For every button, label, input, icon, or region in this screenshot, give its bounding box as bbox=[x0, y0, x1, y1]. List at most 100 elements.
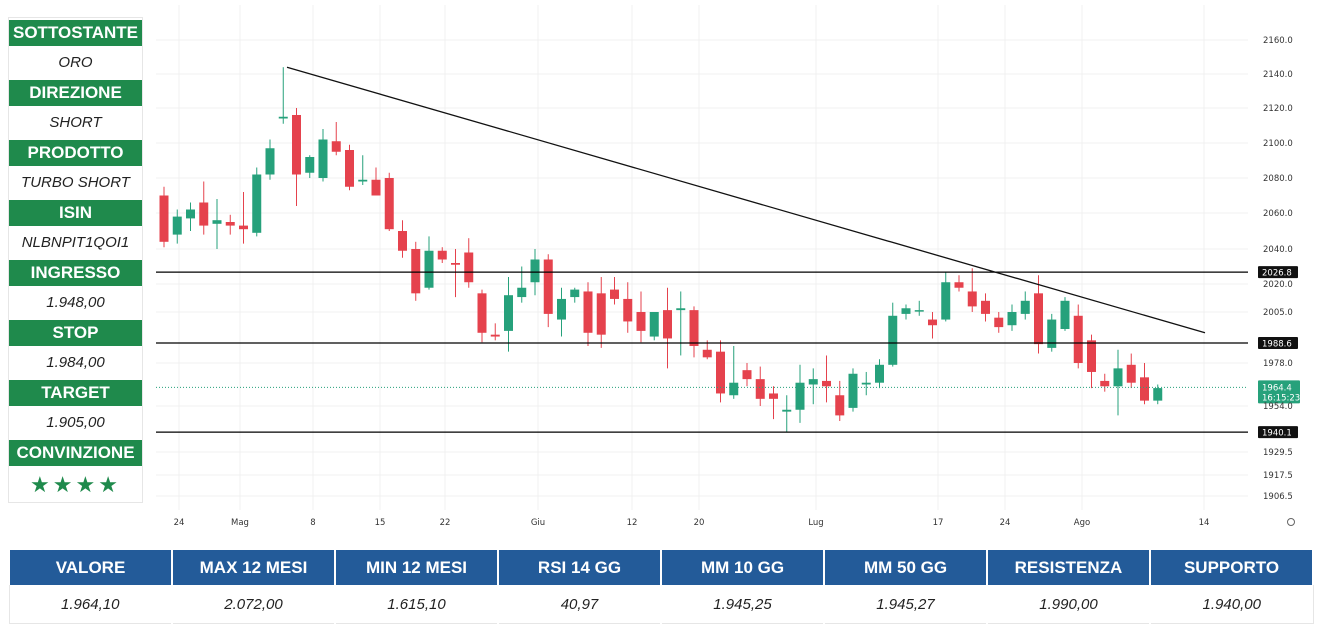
candle-body bbox=[345, 150, 354, 187]
candle-body bbox=[981, 300, 990, 314]
conviction-stars: ★★★★ bbox=[30, 472, 121, 497]
candle-body bbox=[199, 202, 209, 226]
stats-header-cell: VALORE bbox=[8, 550, 173, 585]
candle-body bbox=[636, 312, 646, 331]
candle-body bbox=[504, 295, 513, 331]
candle-body bbox=[543, 259, 553, 314]
info-value: 1.905,00 bbox=[46, 414, 105, 431]
stats-value-cell: 40,97 bbox=[497, 585, 662, 624]
x-tick-label: 14 bbox=[1199, 518, 1210, 528]
candle-body bbox=[1060, 300, 1070, 329]
candle-body bbox=[318, 139, 328, 178]
stats-header-cell: MAX 12 MESI bbox=[171, 550, 336, 585]
candle-body bbox=[689, 310, 699, 346]
x-tick-label: Giu bbox=[531, 518, 545, 528]
candle-body bbox=[702, 349, 712, 358]
candle-body bbox=[596, 293, 606, 335]
y-tick-label: 1978.0 bbox=[1263, 359, 1293, 369]
candle-body bbox=[1126, 364, 1136, 383]
candle-body bbox=[610, 289, 619, 299]
y-tick-label: 2160.0 bbox=[1263, 36, 1293, 46]
candle-body bbox=[875, 364, 884, 383]
stats-value-cell: 1.945,27 bbox=[823, 585, 988, 624]
level-label: 2026.8 bbox=[1262, 269, 1292, 279]
stats-value-cell: 1.945,25 bbox=[660, 585, 825, 624]
candle-body bbox=[464, 252, 474, 283]
info-value: 1.984,00 bbox=[46, 354, 105, 371]
candle-body bbox=[649, 312, 659, 337]
stats-header-cell: MM 50 GG bbox=[823, 550, 988, 585]
candle-body bbox=[490, 334, 500, 337]
info-label: INGRESSO bbox=[9, 258, 142, 288]
info-value: TURBO SHORT bbox=[21, 174, 130, 191]
candle-body bbox=[994, 317, 1004, 328]
candle-body bbox=[1034, 293, 1043, 345]
candle-body bbox=[225, 222, 235, 226]
y-tick-label: 1917.5 bbox=[1263, 471, 1293, 481]
stats-header-cell: RSI 14 GG bbox=[497, 550, 662, 585]
candle-body bbox=[1100, 380, 1110, 387]
x-tick-label: 24 bbox=[1000, 518, 1011, 528]
x-tick-label: 17 bbox=[933, 518, 944, 528]
info-value: SHORT bbox=[49, 114, 102, 131]
candle-body bbox=[424, 250, 434, 288]
candle-body bbox=[795, 382, 805, 410]
conviction-label: CONVINZIONE bbox=[9, 438, 142, 468]
candle-body bbox=[623, 298, 633, 322]
stats-values-row: 1.964,10 2.072,00 1.615,10 40,97 1.945,25 1.9… bbox=[8, 585, 1314, 624]
candle-body bbox=[716, 351, 725, 394]
stats-header-cell: MM 10 GG bbox=[660, 550, 825, 585]
x-tick-label: 15 bbox=[375, 518, 386, 528]
y-tick-label: 1906.5 bbox=[1263, 492, 1293, 502]
candle-body bbox=[252, 174, 262, 233]
settings-icon bbox=[1287, 518, 1295, 526]
candle-body bbox=[172, 216, 182, 235]
candle-body bbox=[1153, 388, 1163, 401]
candle-body bbox=[212, 220, 222, 224]
info-panel: SOTTOSTANTE ORO DIREZIONE SHORT PRODOTTO TURB… bbox=[8, 17, 143, 503]
candle-body bbox=[914, 310, 924, 312]
candle-body bbox=[755, 379, 765, 399]
candle-body bbox=[305, 157, 315, 173]
candle-body bbox=[557, 298, 566, 320]
info-label: ISIN bbox=[9, 198, 142, 228]
price-chart: 2026.8 1988.6 1940.1 1964.416:15:23 2160.0 21… bbox=[156, 5, 1300, 528]
candle-body bbox=[331, 141, 341, 152]
candle-body bbox=[1113, 368, 1123, 387]
stats-header-cell: SUPPORTO bbox=[1149, 550, 1314, 585]
stats-table: VALORE MAX 12 MESI MIN 12 MESI RSI 14 GG MM … bbox=[8, 550, 1314, 624]
y-tick-label: 2060.0 bbox=[1263, 209, 1293, 219]
x-tick-label: Ago bbox=[1074, 518, 1090, 528]
level-tag bbox=[1258, 266, 1298, 279]
candle-body bbox=[901, 308, 911, 314]
candle-body bbox=[570, 289, 580, 298]
y-tick-label: 2020.0 bbox=[1263, 280, 1293, 290]
candle-body bbox=[278, 116, 288, 119]
candle-body bbox=[861, 382, 871, 385]
candle-body bbox=[517, 287, 527, 298]
y-tick-label: 1954.0 bbox=[1263, 402, 1293, 412]
stats-value-cell: 1.964,10 bbox=[8, 585, 173, 624]
candle-body bbox=[1140, 377, 1149, 401]
candle-body bbox=[477, 293, 487, 333]
candle-body bbox=[1073, 315, 1083, 363]
candle-body bbox=[411, 249, 421, 294]
y-tick-label: 2140.0 bbox=[1263, 70, 1293, 80]
level-label: 1988.6 bbox=[1262, 339, 1292, 349]
candle-body bbox=[530, 259, 540, 283]
candle-body bbox=[742, 370, 752, 380]
candle-body bbox=[782, 409, 792, 412]
candle-body bbox=[1047, 319, 1057, 348]
info-label: DIREZIONE bbox=[9, 78, 142, 108]
candle-body bbox=[398, 231, 407, 251]
x-tick-label: 22 bbox=[440, 518, 451, 528]
info-label: PRODOTTO bbox=[9, 138, 142, 168]
stats-header-cell: RESISTENZA bbox=[986, 550, 1151, 585]
candle-body bbox=[159, 195, 169, 242]
candle-body bbox=[954, 282, 964, 288]
last-price-tag bbox=[1258, 380, 1300, 404]
x-tick-label: 8 bbox=[310, 518, 315, 528]
candle-body bbox=[822, 380, 831, 387]
info-label: STOP bbox=[9, 318, 142, 348]
last-price-label: 1964.4 bbox=[1262, 383, 1292, 393]
